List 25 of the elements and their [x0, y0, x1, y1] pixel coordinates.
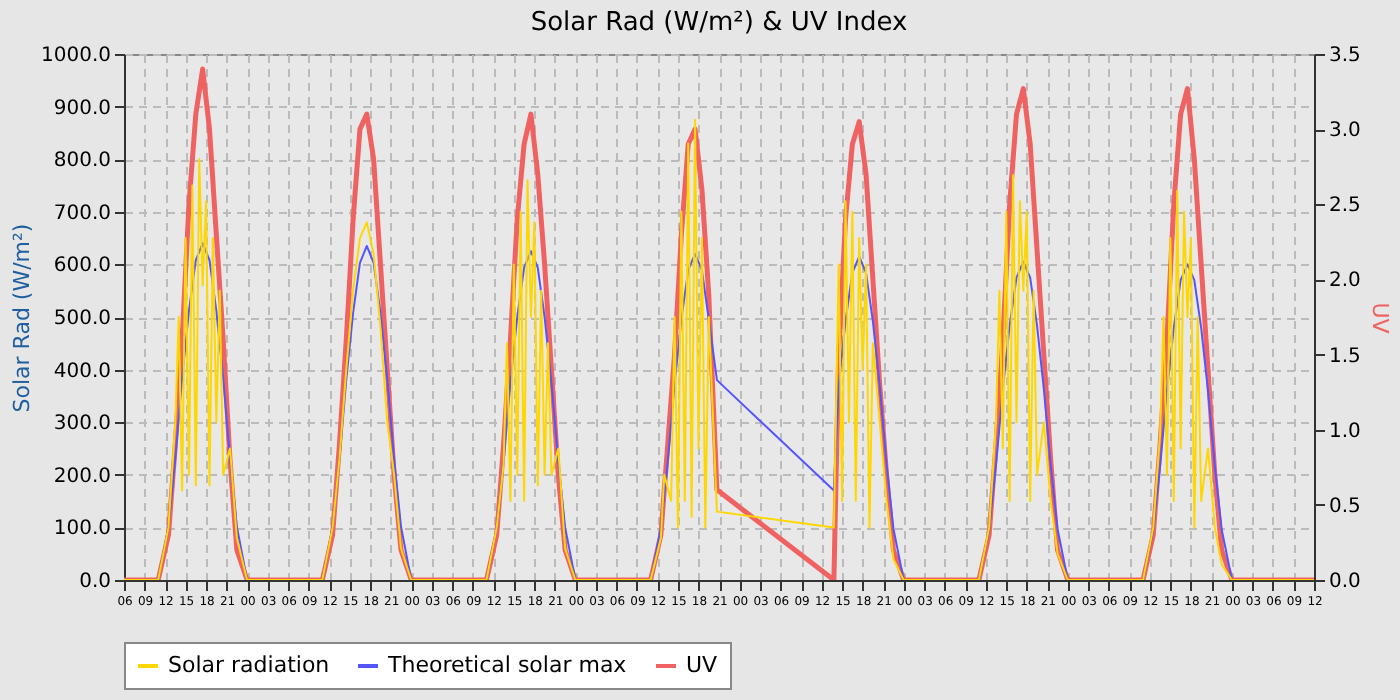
- legend-label: Solar radiation: [168, 652, 330, 678]
- y-tick-label: 700.0: [53, 202, 111, 225]
- y2-tick-label: 3.5: [1329, 45, 1361, 67]
- legend-label: UV: [686, 652, 719, 678]
- y2-axis-title: UV: [1366, 302, 1393, 335]
- y2-tick-label: 2.0: [1329, 270, 1361, 293]
- y-tick-label: 1000.0: [41, 45, 111, 67]
- y2-tick-label: 1.5: [1329, 345, 1361, 368]
- y2-tick-label: 1.0: [1329, 420, 1361, 443]
- y2-tick-label: 3.0: [1329, 120, 1361, 143]
- y-tick-label: 0.0: [79, 571, 111, 593]
- legend-label: Theoretical solar max: [386, 652, 628, 678]
- y2-tick-label: 0.5: [1329, 495, 1361, 518]
- y-tick-label: 300.0: [53, 413, 111, 436]
- y-tick-label: 200.0: [53, 465, 111, 488]
- y-tick-label: 100.0: [53, 518, 111, 541]
- chart-title: Solar Rad (W/m²) & UV Index: [530, 8, 908, 38]
- y-tick-label: 500.0: [53, 308, 111, 330]
- y-tick-label: 900.0: [53, 97, 111, 120]
- y-tick-label: 800.0: [53, 150, 111, 173]
- y-axis-title: Solar Rad (W/m²): [9, 223, 36, 413]
- y-tick-label: 600.0: [53, 255, 111, 278]
- y-tick-label: 400.0: [53, 360, 111, 383]
- y2-tick-label: 0.0: [1329, 571, 1361, 593]
- y2-tick-label: 2.5: [1329, 195, 1361, 218]
